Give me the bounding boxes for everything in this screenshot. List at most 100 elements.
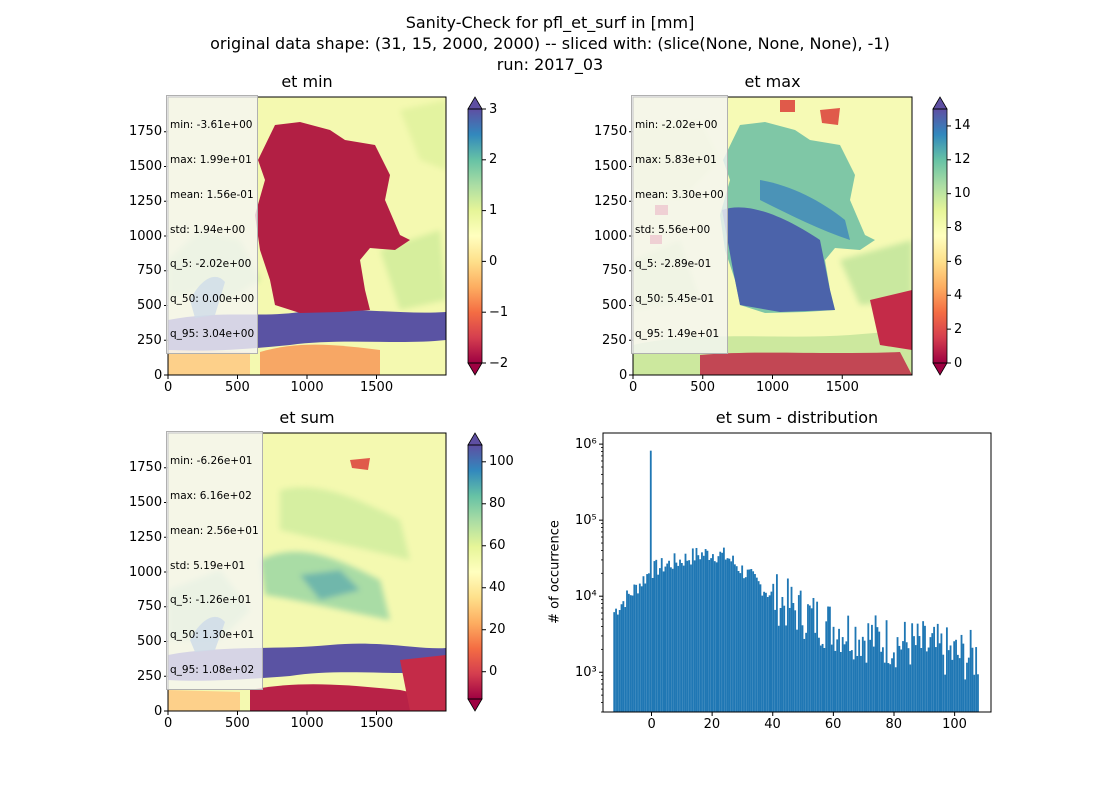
y-tick-label: 1750: [129, 124, 163, 140]
histogram-bar: [637, 593, 639, 712]
histogram-bar: [892, 652, 895, 712]
histogram-bar: [755, 577, 758, 712]
histogram-bar: [626, 590, 628, 712]
histogram-bar: [690, 564, 692, 712]
histogram-bar: [956, 654, 959, 712]
histogram-bar: [818, 637, 820, 712]
histogram-bar: [649, 450, 652, 712]
histogram-bar: [631, 595, 634, 712]
histogram-bar: [858, 639, 861, 712]
colorbar-tick-label: 8: [954, 220, 963, 236]
histogram-bar: [699, 559, 702, 712]
y-tick-label: 1000: [129, 564, 163, 580]
y-tick-label: 250: [602, 332, 627, 348]
histogram-bar: [774, 609, 776, 712]
histogram-bar: [666, 563, 669, 712]
histogram-y-tick-label: 10⁶: [575, 436, 597, 452]
title-line-1: Sanity-Check for pfl_et_surf in [mm]: [405, 13, 695, 32]
histogram-bar: [752, 571, 755, 712]
histogram-bar: [973, 674, 976, 712]
histogram-bar: [852, 659, 855, 712]
histogram-bar: [935, 647, 937, 712]
histogram-bar: [788, 607, 791, 712]
histogram-bar: [712, 554, 714, 712]
histogram-bar: [679, 559, 681, 712]
y-tick-label: 1250: [594, 193, 628, 209]
colorbar-extend-max: [467, 432, 483, 446]
histogram-bar: [914, 645, 917, 712]
stat-q95: q_95: 1.08e+02: [170, 663, 255, 676]
histogram-bar: [876, 627, 879, 712]
histogram-bar: [944, 674, 946, 712]
histogram-bar: [635, 584, 638, 712]
y-tick-label: 1750: [129, 460, 163, 476]
title-line-3: run: 2017_03: [496, 55, 604, 74]
histogram-bar: [618, 610, 621, 712]
stat-q95: q_95: 3.04e+00: [170, 327, 255, 340]
stat-min: min: -2.02e+00: [635, 119, 718, 132]
histogram-bar: [638, 583, 641, 712]
colorbar-extend-max: [932, 96, 948, 110]
histogram-bar: [871, 624, 873, 712]
x-tick-label: 1000: [290, 380, 324, 395]
histogram-bar: [629, 595, 632, 712]
histogram-bar: [850, 650, 853, 712]
histogram-bar: [770, 591, 773, 712]
stats-box-et-sum: min: -6.26e+01 max: 6.16e+02 mean: 2.56e…: [166, 431, 263, 691]
histogram-bar: [839, 652, 842, 712]
stat-min: min: -6.26e+01: [170, 455, 253, 468]
histogram-bar: [878, 631, 881, 712]
histogram-bars: [613, 450, 979, 712]
histogram-bar: [894, 667, 897, 712]
histogram-bar: [664, 566, 667, 712]
colorbar-frame: [932, 108, 948, 364]
colorbar-tick-label: 14: [954, 118, 971, 134]
histogram-bar: [702, 555, 705, 712]
colorbar-extend-min: [932, 362, 948, 376]
colorbar-tick-label: −2: [489, 355, 509, 371]
histogram-bar: [924, 625, 926, 712]
histogram-bar: [620, 604, 623, 712]
histogram-bar: [682, 565, 685, 712]
histogram-bar: [865, 662, 868, 712]
histogram-bar: [903, 621, 906, 712]
colorbar-tick-label: 60: [489, 538, 506, 554]
histogram-bar: [668, 560, 670, 712]
stat-max: max: 6.16e+02: [170, 489, 252, 502]
histogram-bar: [929, 637, 932, 712]
y-tick-label: 250: [137, 668, 162, 684]
histogram-bar: [715, 562, 718, 712]
histogram-bar: [863, 640, 866, 712]
x-tick-label: 0: [164, 380, 173, 395]
histogram-bar: [900, 649, 903, 712]
panel-title-et-max: et max: [744, 72, 801, 91]
y-tick-label: 1000: [129, 228, 163, 244]
colorbar-tick-label: 2: [954, 321, 963, 337]
colorbar: [933, 109, 947, 363]
histogram-bar: [779, 608, 782, 712]
histogram-bar: [757, 581, 760, 712]
histogram-bar: [777, 625, 780, 712]
histogram-x-tick-label: 80: [885, 717, 903, 732]
histogram-bar: [792, 603, 795, 712]
histogram-bar: [836, 639, 839, 712]
colorbar-tick-label: 6: [954, 253, 963, 269]
stat-std: std: 5.19e+01: [170, 559, 246, 572]
histogram-bar: [838, 628, 840, 712]
histogram-bar: [808, 605, 811, 712]
histogram-bar: [860, 655, 862, 712]
histogram-bar: [693, 560, 696, 712]
histogram-bar: [958, 658, 961, 712]
histogram-bar: [653, 561, 656, 712]
histogram-bar: [902, 641, 904, 712]
histogram-bar: [633, 584, 636, 712]
y-tick-label: 250: [137, 332, 162, 348]
histogram-bar: [735, 566, 738, 712]
histogram-y-tick-label: 10³: [575, 664, 597, 680]
y-tick-label: 500: [137, 634, 162, 649]
histogram-bar: [717, 556, 720, 712]
colorbar-frame: [467, 108, 483, 364]
histogram-bar: [691, 548, 694, 712]
histogram-bar: [785, 625, 787, 712]
